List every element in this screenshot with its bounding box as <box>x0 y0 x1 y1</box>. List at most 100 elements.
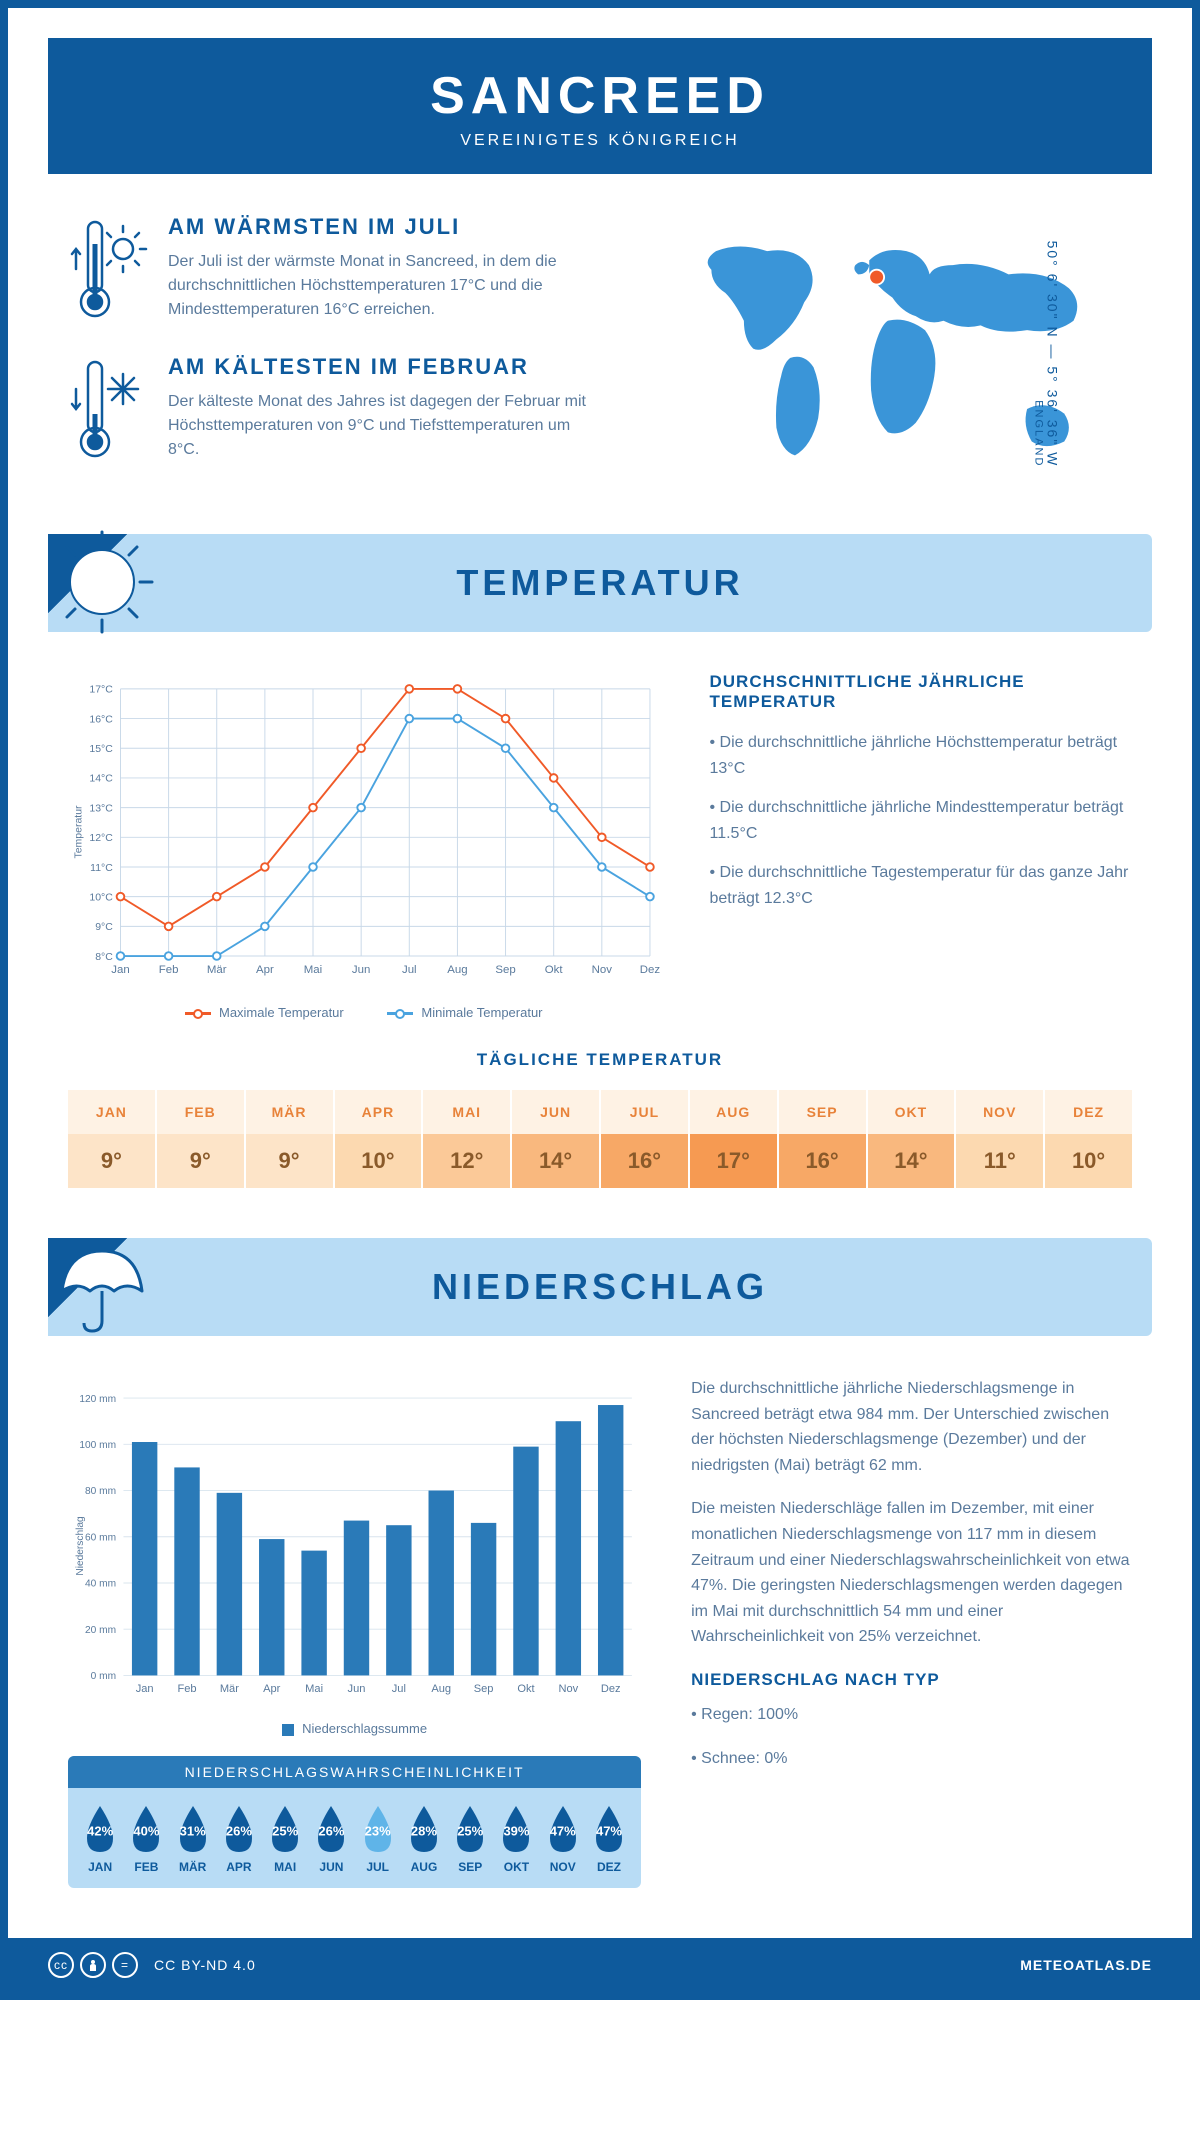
section-title: TEMPERATUR <box>48 562 1152 604</box>
month-header: FEB <box>157 1090 244 1134</box>
bar-legend-label: Niederschlagssumme <box>302 1721 427 1736</box>
warmest-heading: AM WÄRMSTEN IM JULI <box>168 214 604 240</box>
coldest-text: Der kälteste Monat des Jahres ist dagege… <box>168 390 604 462</box>
warmest-text: Der Juli ist der wärmste Monat in Sancre… <box>168 250 604 322</box>
svg-text:Nov: Nov <box>592 964 613 976</box>
temperature-banner: TEMPERATUR <box>48 534 1152 632</box>
temperature-chart: 8°C9°C10°C11°C12°C13°C14°C15°C16°C17°CJa… <box>68 672 660 1020</box>
precipitation-chart: 0 mm20 mm40 mm60 mm80 mm100 mm120 mmJanF… <box>68 1376 641 1716</box>
svg-text:16°C: 16°C <box>89 714 113 725</box>
svg-text:Mär: Mär <box>207 964 227 976</box>
svg-text:Jun: Jun <box>352 964 370 976</box>
warmest-block: AM WÄRMSTEN IM JULI Der Juli ist der wär… <box>68 214 604 324</box>
svg-text:Niederschlag: Niederschlag <box>75 1516 86 1575</box>
precip-snow: • Schnee: 0% <box>691 1746 1132 1772</box>
month-header: OKT <box>868 1090 955 1134</box>
svg-text:Temperatur: Temperatur <box>73 805 84 859</box>
svg-text:Okt: Okt <box>545 964 564 976</box>
month-header: JUN <box>512 1090 599 1134</box>
month-header: NOV <box>956 1090 1043 1134</box>
svg-text:Nov: Nov <box>558 1683 578 1695</box>
license-badge: cc = CC BY-ND 4.0 <box>48 1952 256 1978</box>
svg-text:Dez: Dez <box>640 964 660 976</box>
precipitation-summary: Die durchschnittliche jährliche Niedersc… <box>691 1376 1132 1888</box>
svg-text:Jul: Jul <box>402 964 417 976</box>
svg-text:Mai: Mai <box>304 964 322 976</box>
precip-para2: Die meisten Niederschläge fallen im Deze… <box>691 1496 1132 1650</box>
coordinates-label: 50° 6' 30" N — 5° 36' 36" W ENGLAND <box>1033 241 1061 468</box>
svg-text:Sep: Sep <box>474 1683 494 1695</box>
temp-value-cell: 10° <box>335 1134 422 1188</box>
svg-text:40 mm: 40 mm <box>85 1579 116 1590</box>
svg-text:Jun: Jun <box>348 1683 366 1695</box>
daily-temperature-table: TÄGLICHE TEMPERATUR JANFEBMÄRAPRMAIJUNJU… <box>8 1040 1192 1228</box>
site-name: METEOATLAS.DE <box>1020 1957 1152 1973</box>
temp-value-cell: 16° <box>779 1134 866 1188</box>
svg-text:13°C: 13°C <box>89 803 113 814</box>
header-banner: SANCREED VEREINIGTES KÖNIGREICH <box>48 38 1152 174</box>
coldest-heading: AM KÄLTESTEN IM FEBRUAR <box>168 354 604 380</box>
temp-bullet: • Die durchschnittliche jährliche Mindes… <box>710 795 1133 846</box>
svg-text:Apr: Apr <box>263 1683 281 1695</box>
svg-text:Mär: Mär <box>220 1683 239 1695</box>
svg-text:17°C: 17°C <box>89 685 113 696</box>
probability-drop: 25% SEP <box>448 1802 492 1874</box>
nd-icon: = <box>112 1952 138 1978</box>
svg-text:Feb: Feb <box>159 964 179 976</box>
probability-drop: 26% APR <box>217 1802 261 1874</box>
svg-text:Okt: Okt <box>517 1683 534 1695</box>
coldest-block: AM KÄLTESTEN IM FEBRUAR Der kälteste Mon… <box>68 354 604 464</box>
temp-value-cell: 11° <box>956 1134 1043 1188</box>
intro-section: AM WÄRMSTEN IM JULI Der Juli ist der wär… <box>8 174 1192 524</box>
footer-bar: cc = CC BY-ND 4.0 METEOATLAS.DE <box>8 1938 1192 1992</box>
wind-icon <box>1192 71 1200 141</box>
precip-type-heading: NIEDERSCHLAG NACH TYP <box>691 1670 1132 1690</box>
legend-max-label: Maximale Temperatur <box>219 1005 344 1020</box>
temp-summary-heading: DURCHSCHNITTLICHE JÄHRLICHE TEMPERATUR <box>710 672 1133 712</box>
section-title: NIEDERSCHLAG <box>48 1266 1152 1308</box>
svg-text:9°C: 9°C <box>95 922 113 933</box>
temp-value-cell: 14° <box>512 1134 599 1188</box>
probability-box: NIEDERSCHLAGSWAHRSCHEINLICHKEIT 42% JAN … <box>68 1756 641 1888</box>
svg-text:0 mm: 0 mm <box>91 1671 116 1682</box>
svg-text:80 mm: 80 mm <box>85 1486 116 1497</box>
thermometer-cold-icon <box>68 354 148 464</box>
svg-text:60 mm: 60 mm <box>85 1532 116 1543</box>
svg-text:12°C: 12°C <box>89 833 113 844</box>
svg-text:15°C: 15°C <box>89 744 113 755</box>
svg-text:11°C: 11°C <box>90 863 113 874</box>
probability-drop: 42% JAN <box>78 1802 122 1874</box>
svg-text:120 mm: 120 mm <box>79 1394 116 1405</box>
svg-text:Mai: Mai <box>305 1683 323 1695</box>
license-text: CC BY-ND 4.0 <box>154 1957 256 1973</box>
svg-text:Apr: Apr <box>256 964 274 976</box>
svg-text:Sep: Sep <box>495 964 515 976</box>
probability-drop: 23% JUL <box>356 1802 400 1874</box>
svg-text:Aug: Aug <box>447 964 467 976</box>
probability-drop: 39% OKT <box>494 1802 538 1874</box>
probability-drop: 47% NOV <box>541 1802 585 1874</box>
month-header: AUG <box>690 1090 777 1134</box>
probability-drop: 28% AUG <box>402 1802 446 1874</box>
temp-value-cell: 9° <box>246 1134 333 1188</box>
probability-heading: NIEDERSCHLAGSWAHRSCHEINLICHKEIT <box>68 1756 641 1788</box>
month-header: JAN <box>68 1090 155 1134</box>
wind-icon <box>0 71 8 141</box>
svg-text:Jul: Jul <box>392 1683 406 1695</box>
temp-value-cell: 9° <box>68 1134 155 1188</box>
infographic-container: SANCREED VEREINIGTES KÖNIGREICH <box>0 0 1200 2000</box>
svg-text:8°C: 8°C <box>95 952 113 963</box>
svg-text:Jan: Jan <box>136 1683 154 1695</box>
umbrella-icon <box>42 1226 162 1346</box>
svg-text:Jan: Jan <box>111 964 129 976</box>
svg-text:Feb: Feb <box>177 1683 196 1695</box>
precip-para1: Die durchschnittliche jährliche Niedersc… <box>691 1376 1132 1478</box>
svg-text:14°C: 14°C <box>89 774 113 785</box>
legend-min-label: Minimale Temperatur <box>421 1005 542 1020</box>
probability-drop: 31% MÄR <box>171 1802 215 1874</box>
temp-value-cell: 9° <box>157 1134 244 1188</box>
temp-value-cell: 10° <box>1045 1134 1132 1188</box>
month-header: SEP <box>779 1090 866 1134</box>
temperature-summary: DURCHSCHNITTLICHE JÄHRLICHE TEMPERATUR •… <box>710 672 1133 1020</box>
probability-drop: 26% JUN <box>309 1802 353 1874</box>
